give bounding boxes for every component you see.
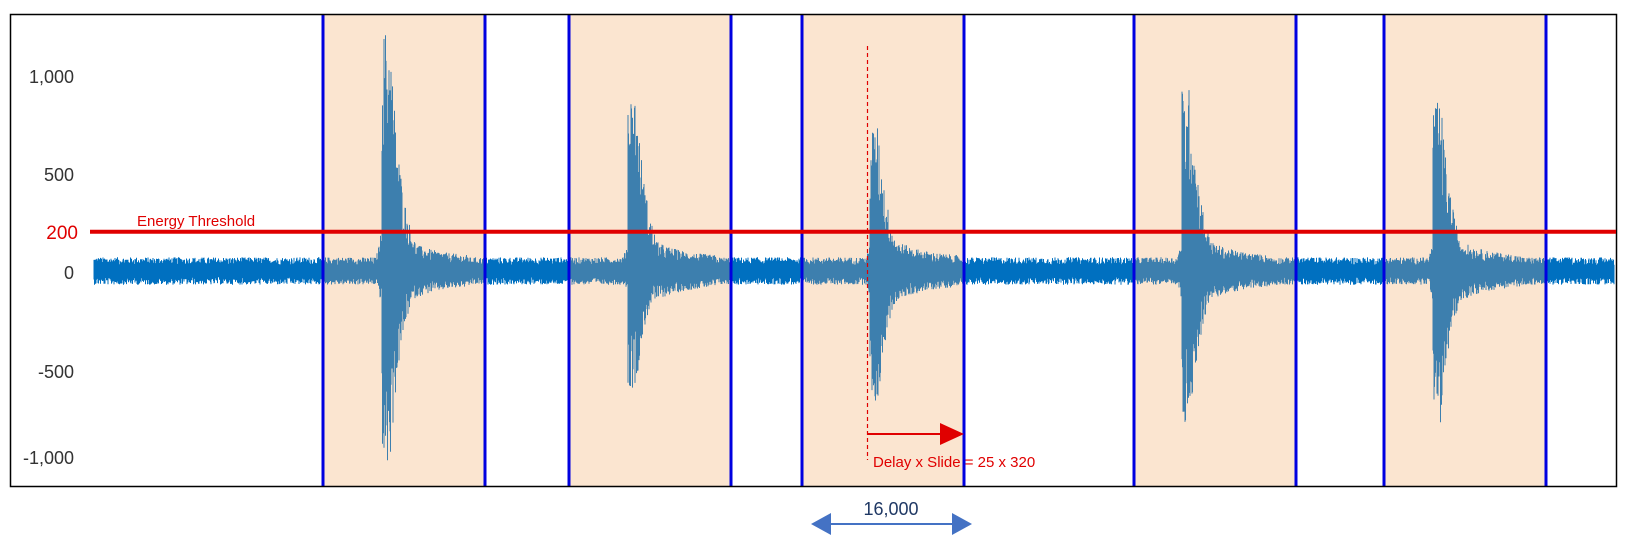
y-tick-label-minus-500: -500 [38,362,74,382]
energy-threshold-label: Energy Threshold [137,213,255,230]
span-label: 16,000 [863,499,918,519]
waveform-series-outside-windows [93,257,1615,285]
window-border-layer [321,15,1548,486]
y-tick-label-minus-1000: -1,000 [23,448,74,468]
span-arrow-head-left [811,513,831,535]
window-layer [323,15,1546,486]
delay-slide-label: Delay x Slide = 25 x 320 [873,454,1035,471]
threshold-value-label: 200 [46,223,78,244]
span-arrow-head-right [952,513,972,535]
plot-frame [9,13,1618,488]
delay-arrow-head [940,423,964,445]
y-tick-label-1000: 1,000 [29,67,74,87]
y-tick-label-500: 500 [44,165,74,185]
y-tick-label-0: 0 [64,263,74,283]
